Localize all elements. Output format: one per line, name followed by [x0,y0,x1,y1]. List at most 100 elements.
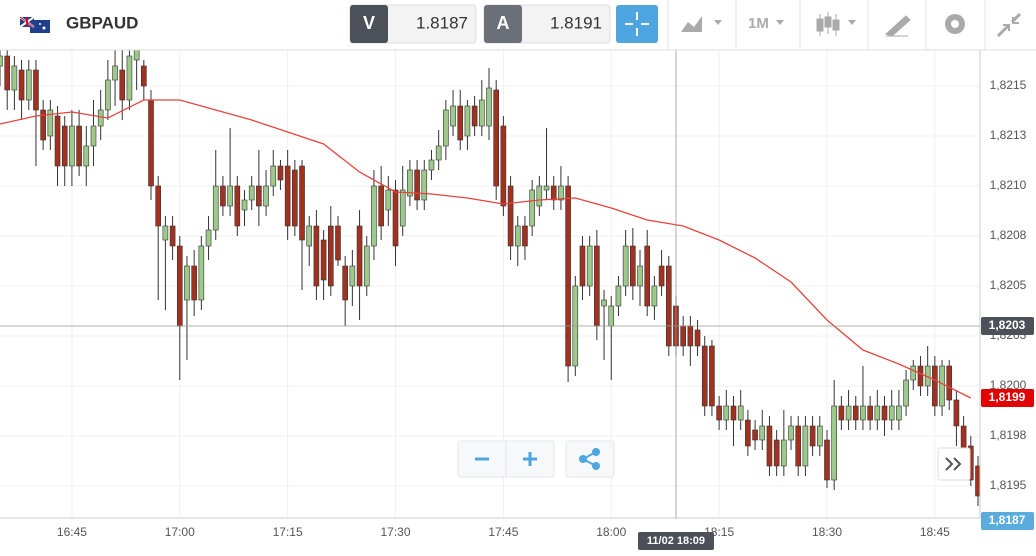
candle-body [960,425,967,449]
candle-body [932,365,938,407]
share-button[interactable] [565,440,615,478]
candle-body [867,405,873,421]
buy-label: A [497,13,510,33]
candle-body [860,405,866,421]
candle-body [284,165,291,227]
candle-body [169,225,176,247]
candle-body [292,169,298,227]
x-tick-label: 17:15 [273,525,303,539]
candle-body [363,245,370,287]
crosshair-icon [625,12,649,36]
candle-body [464,105,471,137]
candle-body [493,89,499,187]
candle-body [313,225,320,287]
candle-body [888,405,895,421]
candle-body [54,115,61,167]
toolbar-separators [667,0,986,50]
candle-body [33,69,39,111]
candle-body [234,185,241,227]
candle-body [529,189,535,227]
flag-icon [19,16,50,33]
candle-body [47,109,54,137]
candle-body [320,239,327,281]
candle-body [220,185,226,207]
candle-body [248,185,255,201]
candle-body [953,399,960,427]
candle-body [565,185,571,367]
candle-body [407,169,413,197]
candle-body [903,379,909,407]
candle-body [665,265,672,347]
candle-body [335,225,341,261]
candle-body [4,55,10,91]
y-tick-label: 1,8205 [990,278,1027,292]
candle-body [788,425,794,441]
candle-body [241,199,248,211]
moving-average-line [0,99,972,399]
candle-body [651,285,658,307]
candle-body [18,69,25,101]
draw-tool-button[interactable] [885,15,911,37]
candle-body [141,65,147,87]
candle-body [176,245,183,327]
sell-badge [350,5,388,43]
candle-body [112,65,118,81]
candle-body [385,189,392,211]
candle-body [471,105,478,127]
y-tick-label: 1,8195 [990,478,1027,492]
settings-button[interactable] [945,14,965,34]
candle-body [773,439,780,467]
x-tick-label: 17:30 [380,525,410,539]
chart-type-button[interactable] [681,16,722,32]
candle-body [975,465,980,497]
candle-body [327,225,334,287]
candle-body [536,185,543,207]
candle-body [105,79,111,111]
candle-style-button[interactable] [816,12,856,36]
collapse-button[interactable] [996,12,1022,38]
y-tick-label: 1,8200 [990,378,1027,392]
candle-body [500,125,507,207]
zoom-in-button[interactable] [523,452,537,466]
bid-price-tag-label: 1,8187 [989,513,1026,527]
candle-body [802,425,809,467]
y-tick-label: 1,8215 [990,78,1027,92]
y-tick-label: 1,8210 [990,178,1027,192]
candle-body [443,109,449,147]
x-tick-label: 18:00 [596,525,626,539]
crosshair-price-tag-label: 1,8203 [989,318,1026,332]
candle-body [615,285,622,307]
candle-body [306,225,313,247]
overlay: 1,8215 1,8213 1,8210 1,8208 1,8205 1,8203 1,82… [0,50,1034,550]
candle-body [299,165,305,241]
x-tick-label: 17:00 [165,525,195,539]
timeframe[interactable]: 1M [748,15,769,32]
candle-body [162,225,169,241]
candle-body [709,345,715,407]
plot [0,50,980,506]
candle-body [543,185,550,191]
candle-body [133,50,140,61]
candle-body [450,105,456,127]
x-tick-label: 17:45 [488,525,518,539]
candle-body [428,159,435,171]
crosshair-price-tag-box [981,317,1034,335]
candle-body [759,425,766,441]
candle-body [25,69,32,101]
buy-badge [484,5,522,43]
crosshair-button[interactable] [616,5,658,43]
scroll-right-button[interactable] [937,447,971,481]
candle-body [737,405,744,421]
x-tick-label: 16:45 [57,525,87,539]
candle-body [917,365,924,387]
candle-body [457,105,464,141]
candle-body [622,245,629,287]
candle-body [414,169,420,201]
candle-body [939,365,945,407]
candle-body [399,189,406,227]
candle-body [227,185,233,207]
candle-body [212,185,219,231]
candle-body [838,405,845,421]
candle-body [730,405,737,421]
